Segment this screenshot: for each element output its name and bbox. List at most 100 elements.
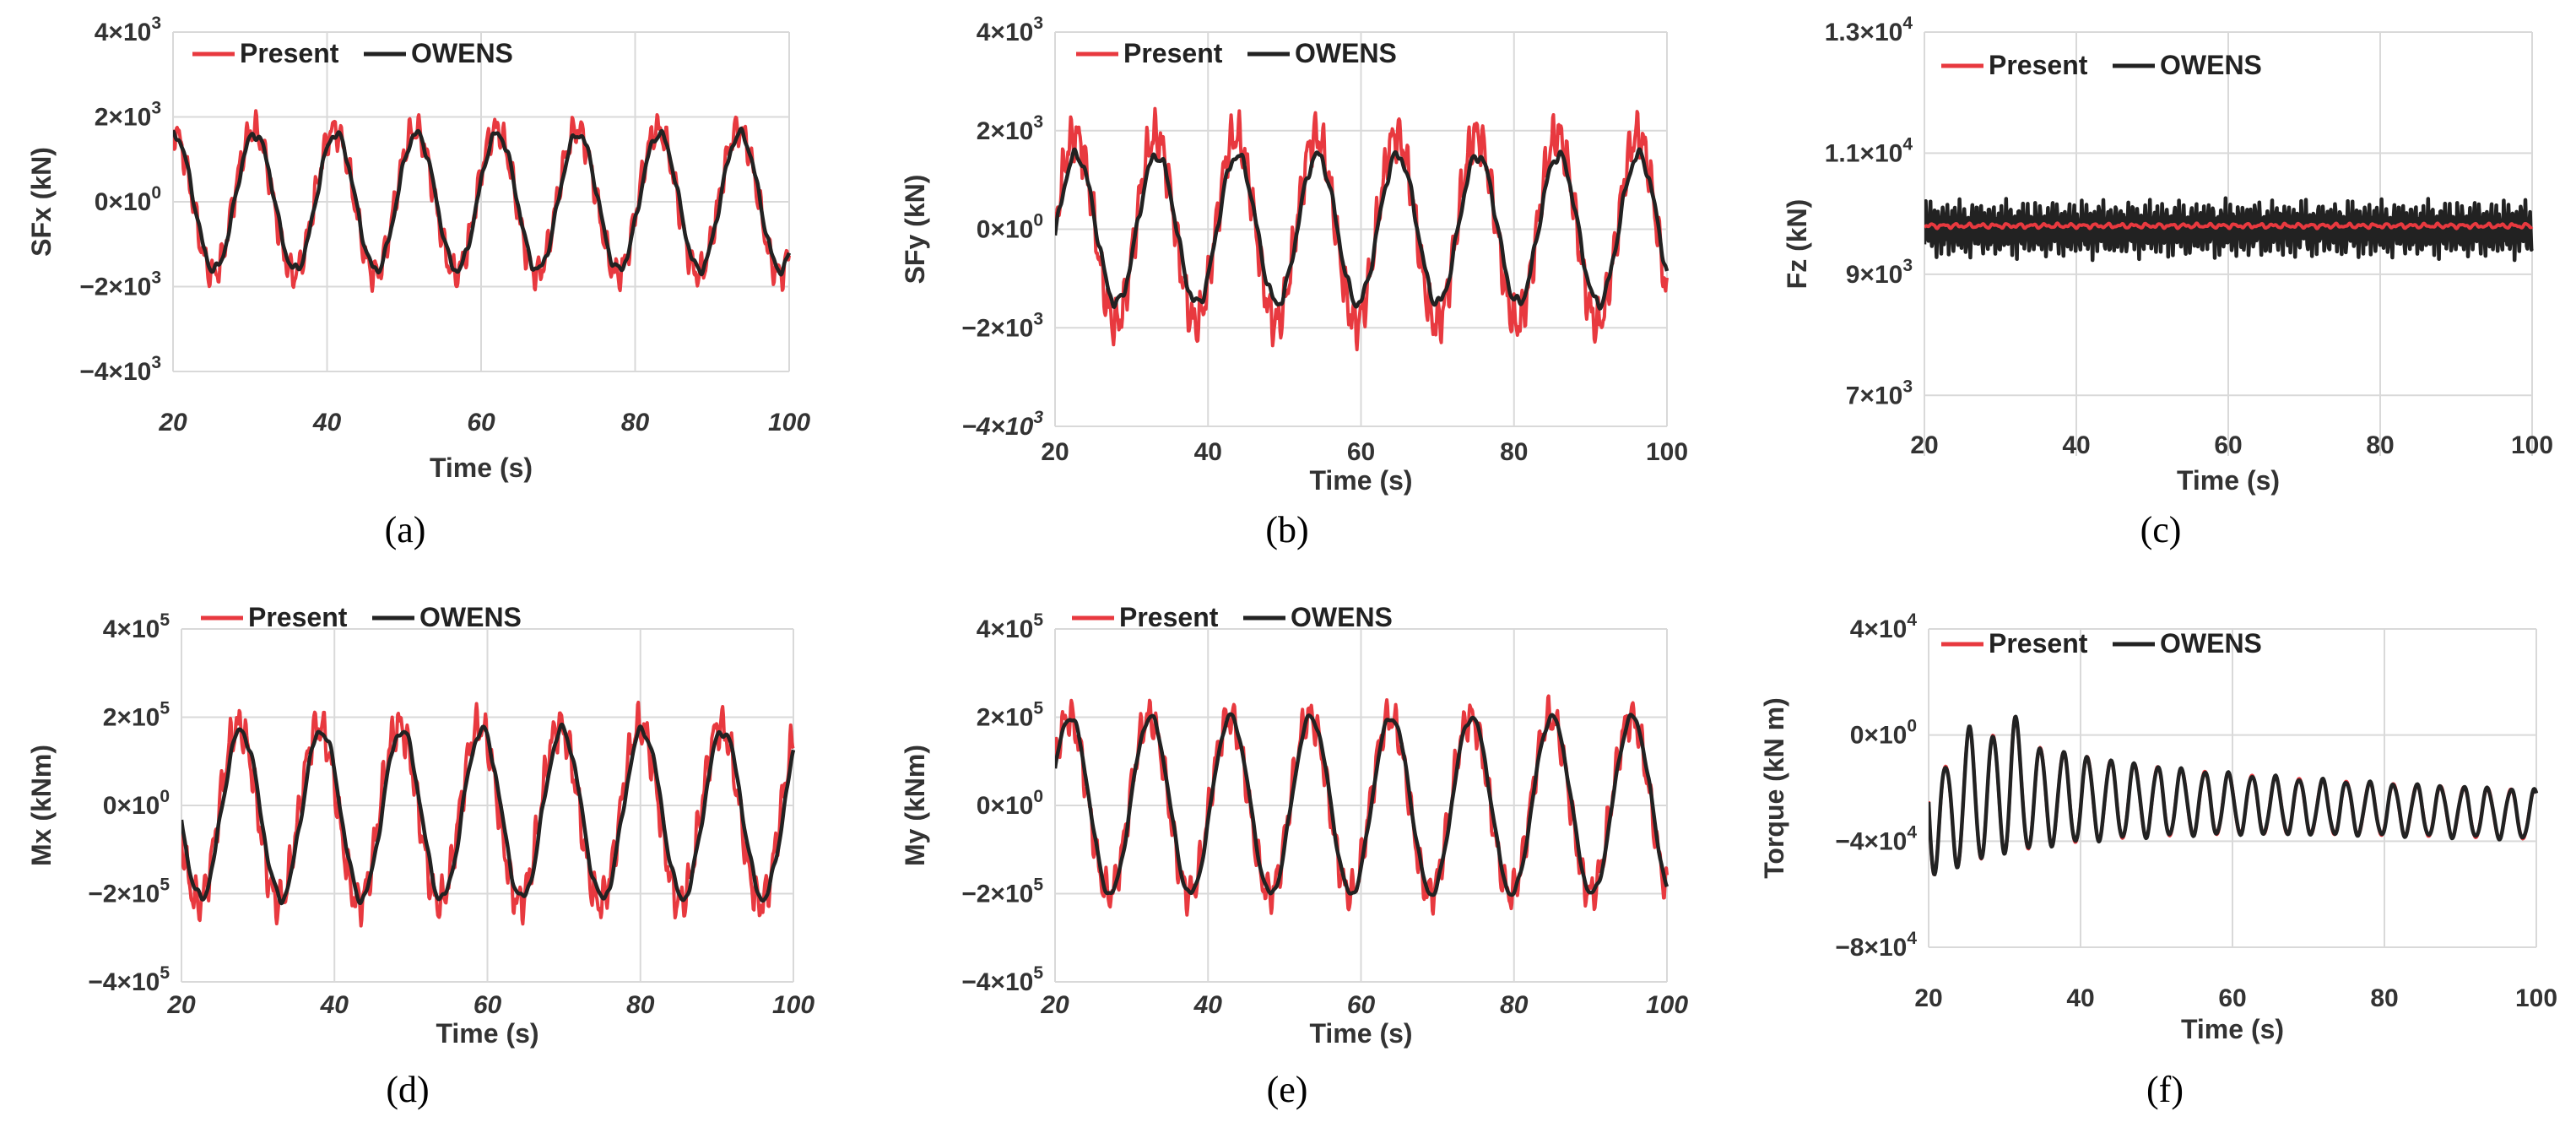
y-tick-label: 9×103 xyxy=(1846,256,1913,289)
y-tick-label: 4×105 xyxy=(103,610,170,643)
x-tick-label: 80 xyxy=(1500,991,1529,1019)
x-tick-label: 20 xyxy=(1910,431,1938,459)
y-tick-label: −4×105 xyxy=(961,963,1043,996)
y-axis-label: Fz (kN) xyxy=(1782,199,1812,290)
legend-label-owens: OWENS xyxy=(1295,38,1397,68)
series-line-owens xyxy=(1924,196,2534,263)
series-line-owens xyxy=(173,126,792,277)
legend-label-owens: OWENS xyxy=(2160,50,2262,80)
y-tick-label: −2×105 xyxy=(961,876,1043,908)
series-line-owens xyxy=(1929,714,2539,876)
y-tick-label: 1.3×104 xyxy=(1825,14,1913,46)
x-tick-label: 40 xyxy=(1194,438,1222,466)
legend-label-owens: OWENS xyxy=(1291,602,1393,632)
x-tick-label: 100 xyxy=(2515,984,2557,1012)
x-tick-label: 40 xyxy=(312,409,342,436)
series-line-owens xyxy=(181,722,796,906)
x-tick-label: 80 xyxy=(621,409,650,436)
legend-label-owens: OWENS xyxy=(2160,628,2262,659)
y-tick-label: −2×103 xyxy=(79,268,161,301)
x-tick-label: 60 xyxy=(1347,438,1375,466)
y-tick-label: 0×100 xyxy=(977,787,1043,820)
panel-caption: (f) xyxy=(2146,1069,2184,1110)
panel-caption: (e) xyxy=(1267,1069,1308,1110)
x-axis-label: Time (s) xyxy=(1309,1018,1412,1049)
x-axis-label: Time (s) xyxy=(1309,465,1412,496)
y-tick-label: 7×103 xyxy=(1846,377,1913,409)
y-tick-label: 0×100 xyxy=(95,183,161,216)
x-tick-label: 20 xyxy=(1914,984,1942,1012)
x-tick-label: 100 xyxy=(2511,431,2553,459)
y-tick-label: 2×105 xyxy=(977,699,1044,732)
legend-label-owens: OWENS xyxy=(419,602,522,632)
y-axis-label: SFy (kN) xyxy=(900,175,930,285)
x-tick-label: 100 xyxy=(1646,991,1688,1019)
x-tick-label: 100 xyxy=(1646,438,1688,466)
y-tick-label: 1.1×104 xyxy=(1825,134,1913,167)
legend-label-present: Present xyxy=(1119,602,1219,632)
legend-label-present: Present xyxy=(248,602,348,632)
x-axis-label: Time (s) xyxy=(2177,465,2280,496)
y-tick-label: −2×105 xyxy=(88,876,170,908)
y-axis-label: Mx (kNm) xyxy=(26,745,57,866)
panel-caption: (a) xyxy=(385,509,426,550)
series-line-owens xyxy=(1055,712,1670,897)
x-tick-label: 60 xyxy=(1347,991,1376,1019)
y-tick-label: 4×105 xyxy=(977,610,1044,643)
x-tick-label: 20 xyxy=(1040,991,1069,1019)
x-tick-label: 40 xyxy=(320,991,349,1019)
y-tick-label: −4×103 xyxy=(79,353,161,386)
y-tick-label: 4×103 xyxy=(95,14,161,46)
x-tick-label: 20 xyxy=(1041,438,1069,466)
panel-caption: (d) xyxy=(386,1069,429,1110)
x-tick-label: 60 xyxy=(467,409,495,436)
x-axis-label: Time (s) xyxy=(430,453,533,483)
x-tick-label: 60 xyxy=(474,991,502,1019)
y-axis-label: SFx (kN) xyxy=(26,147,57,257)
chart-panel-f: 4×104 0×100 −4×104 −8×104 20 40 60 80 100 Time (s… xyxy=(1759,610,2557,1110)
chart-panel-a: 4×103 2×103 0×100 −2×103 −4×103 20 40 60 80 100 Ti… xyxy=(26,14,810,550)
legend-label-present: Present xyxy=(1989,628,2088,659)
x-tick-label: 100 xyxy=(768,409,810,436)
y-tick-label: 0×100 xyxy=(977,211,1043,244)
y-tick-label: −4×103 xyxy=(961,408,1043,441)
y-axis-label: Torque (kN m) xyxy=(1759,697,1789,879)
x-tick-label: 80 xyxy=(626,991,655,1019)
y-tick-label: 4×103 xyxy=(977,14,1043,46)
series-line-present xyxy=(1055,106,1669,352)
x-tick-label: 40 xyxy=(2062,431,2090,459)
x-tick-label: 20 xyxy=(166,991,196,1019)
x-tick-label: 40 xyxy=(2066,984,2094,1012)
legend-label-present: Present xyxy=(1989,50,2088,80)
y-tick-label: 2×105 xyxy=(103,699,170,732)
x-tick-label: 60 xyxy=(2218,984,2246,1012)
x-axis-label: Time (s) xyxy=(436,1018,538,1049)
y-tick-label: 2×103 xyxy=(977,112,1043,145)
x-tick-label: 100 xyxy=(772,991,814,1019)
x-tick-label: 80 xyxy=(2370,984,2398,1012)
y-axis-label: My (kNm) xyxy=(900,745,930,866)
panel-caption: (b) xyxy=(1265,509,1308,550)
y-tick-label: −2×103 xyxy=(961,309,1043,342)
x-tick-label: 80 xyxy=(1500,438,1528,466)
chart-panel-c: 1.3×104 1.1×104 9×103 7×103 20 40 60 80 100 Time … xyxy=(1782,14,2553,550)
y-tick-label: 0×100 xyxy=(1850,717,1917,750)
y-tick-label: −4×104 xyxy=(1835,822,1917,855)
y-tick-label: −4×105 xyxy=(88,963,170,996)
panel-caption: (c) xyxy=(2140,509,2182,550)
y-tick-label: 4×104 xyxy=(1850,610,1918,643)
y-tick-label: 2×103 xyxy=(95,99,161,132)
y-tick-label: −8×104 xyxy=(1835,929,1917,962)
x-tick-label: 60 xyxy=(2214,431,2242,459)
legend-label-owens: OWENS xyxy=(411,38,513,68)
series-line-present xyxy=(1924,221,2534,230)
legend-label-present: Present xyxy=(1123,38,1223,68)
x-tick-label: 20 xyxy=(158,409,187,436)
y-tick-label: 0×100 xyxy=(103,787,170,820)
x-tick-label: 40 xyxy=(1193,991,1223,1019)
legend-label-present: Present xyxy=(240,38,339,68)
